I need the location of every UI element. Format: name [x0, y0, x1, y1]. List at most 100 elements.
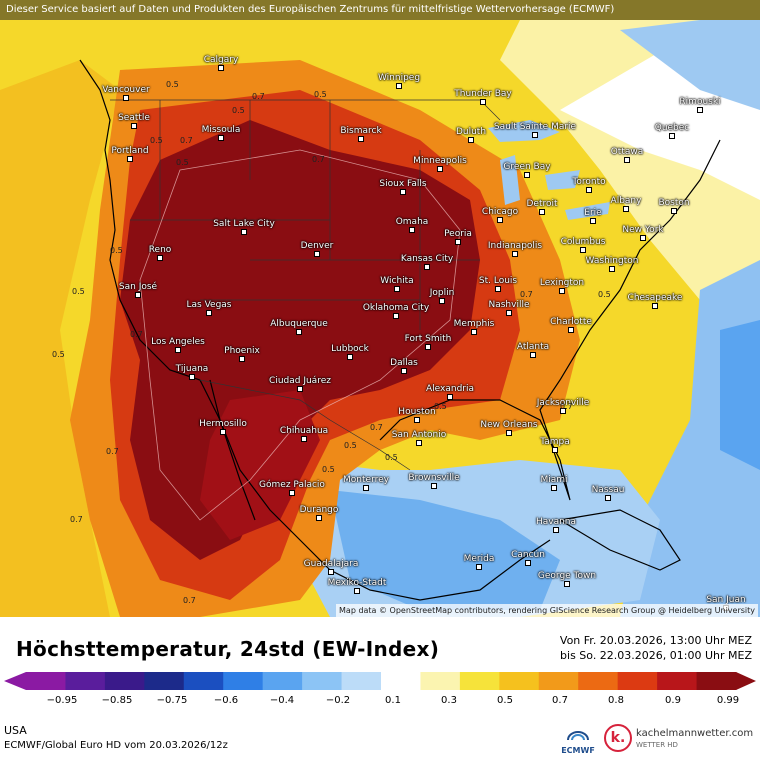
city-label: Ciudad Juárez [269, 376, 331, 386]
city-label: Kansas City [400, 254, 454, 264]
city-marker [640, 235, 646, 241]
city-marker [394, 286, 400, 292]
city-label: New Orleans [480, 420, 538, 430]
scale-swatch [223, 672, 264, 690]
contour-label: 0.7 [180, 136, 193, 145]
city-label: Memphis [453, 319, 495, 329]
contour-label: 0.7 [370, 423, 383, 432]
city-label: Hermosillo [199, 419, 247, 429]
city-marker [316, 515, 322, 521]
contour-label: 0.5 [344, 441, 357, 450]
city-label: Calgary [203, 55, 239, 65]
city-label: Las Vegas [186, 300, 232, 310]
scale-tick-label: 0.3 [441, 695, 457, 706]
scale-swatch [183, 672, 224, 690]
contour-label: 0.5 [598, 290, 611, 299]
city-marker [393, 313, 399, 319]
scale-swatch [65, 672, 106, 690]
scale-swatch [499, 672, 540, 690]
contour-label: 0.7 [520, 290, 533, 299]
scale-swatch [302, 672, 343, 690]
city-marker [220, 429, 226, 435]
city-marker [175, 347, 181, 353]
city-marker [524, 172, 530, 178]
contour-label: 0.5 [314, 90, 327, 99]
city-marker [506, 430, 512, 436]
city-label: Alexandria [425, 384, 475, 394]
city-marker [551, 485, 557, 491]
city-label: Minneapolis [413, 156, 467, 166]
city-label: Detroit [526, 199, 558, 209]
scale-swatch [104, 672, 145, 690]
period-to: bis So. 22.03.2026, 01:00 Uhr MEZ [560, 649, 752, 662]
city-label: Brownsville [408, 473, 460, 483]
city-label: Seattle [118, 113, 150, 123]
city-label: Boston [658, 198, 690, 208]
region-label: USA [4, 724, 27, 737]
contour-label: 0.7 [183, 596, 196, 605]
scale-tick-label: −0.85 [101, 695, 133, 706]
city-marker [669, 133, 675, 139]
city-marker [297, 386, 303, 392]
city-label: Erie [584, 208, 602, 218]
city-label: Joplin [429, 288, 455, 298]
color-scale-ticks: −0.95 −0.85 −0.75 −0.6 −0.4 −0.2 0.1 0.3 0.5 0.7 0… [0, 695, 760, 709]
city-marker [506, 310, 512, 316]
city-label: San Antonio [391, 430, 447, 440]
brand-sub: WETTER HD [636, 741, 678, 749]
city-marker [358, 136, 364, 142]
contour-label: 0.7 [130, 330, 143, 339]
city-label: Sault Sainte Marie [493, 122, 577, 132]
city-marker [414, 417, 420, 423]
heat-field [0, 0, 760, 617]
city-marker [624, 157, 630, 163]
city-marker [532, 132, 538, 138]
city-marker [437, 166, 443, 172]
city-marker [218, 135, 224, 141]
city-marker [605, 495, 611, 501]
scale-swatch [696, 672, 737, 690]
city-label: Monterrey [343, 475, 389, 485]
scale-swatch [341, 672, 382, 690]
city-label: Dallas [390, 358, 418, 368]
city-label: Miami [540, 475, 568, 485]
city-label: Cancún [511, 550, 545, 560]
city-marker [568, 327, 574, 333]
scale-tick-label: 0.7 [552, 695, 568, 706]
city-label: Duluth [455, 127, 487, 137]
scale-tick-label: −0.95 [46, 695, 78, 706]
city-marker [314, 251, 320, 257]
kachelmann-logo[interactable]: k. kachelmannwetter.com WETTER HD [604, 724, 754, 754]
city-marker [552, 447, 558, 453]
city-label: Guadalajara [303, 559, 359, 569]
scale-swatch [538, 672, 579, 690]
city-marker [425, 344, 431, 350]
city-label: Chihuahua [279, 426, 329, 436]
city-label: Ottawa [610, 147, 644, 157]
contour-label: 0.5 [385, 453, 398, 462]
kachelmann-k-icon: k. [604, 724, 632, 752]
city-marker [480, 99, 486, 105]
city-label: St. Louis [478, 276, 518, 286]
city-label: Tampa [540, 437, 570, 447]
map-credit[interactable]: Map data © OpenStreetMap contributors, r… [336, 604, 758, 617]
city-label: Los Angeles [151, 337, 205, 347]
city-marker [580, 247, 586, 253]
city-marker [400, 189, 406, 195]
city-label: San Juan [706, 595, 746, 605]
ecmwf-label: ECMWF [561, 746, 595, 755]
scale-tick-label: 0.9 [665, 695, 681, 706]
city-label: Lexington [539, 278, 585, 288]
city-label: Thunder Bay [454, 89, 512, 99]
city-marker [239, 356, 245, 362]
color-scale [4, 672, 756, 690]
city-label: Wichita [380, 276, 414, 286]
city-marker [697, 107, 703, 113]
contour-label: 0.5 [72, 287, 85, 296]
city-marker [431, 483, 437, 489]
city-marker [623, 206, 629, 212]
city-label: Mexiko-Stadt [327, 578, 387, 588]
contour-label: 0.5 [176, 158, 189, 167]
city-marker [354, 588, 360, 594]
city-label: Jacksonville [536, 398, 590, 408]
